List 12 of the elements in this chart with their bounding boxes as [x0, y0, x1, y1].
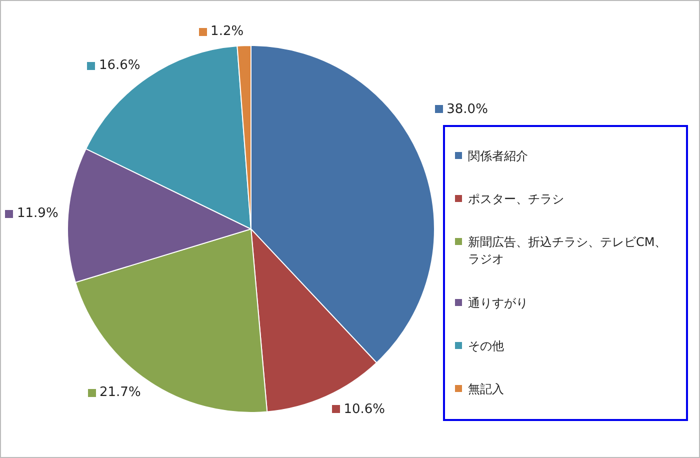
data-label: 16.6% — [98, 58, 140, 74]
legend-label: 通りすがり — [468, 294, 528, 312]
legend-label: その他 — [468, 338, 504, 355]
legend-label: 無記入 — [468, 380, 504, 398]
data-label: 11.9% — [17, 206, 58, 221]
legend-label: 関係者紹介 — [468, 148, 528, 166]
data-label: 1.2% — [210, 24, 244, 40]
data-label: 21.7% — [100, 385, 141, 400]
legend-label: 新聞広告、折込チラシ、テレビCM、ラジオ — [468, 234, 668, 268]
data-label: 10.6% — [344, 402, 386, 417]
data-label: 38.0% — [446, 102, 488, 116]
legend-label: ポスター、チラシ — [468, 191, 564, 208]
